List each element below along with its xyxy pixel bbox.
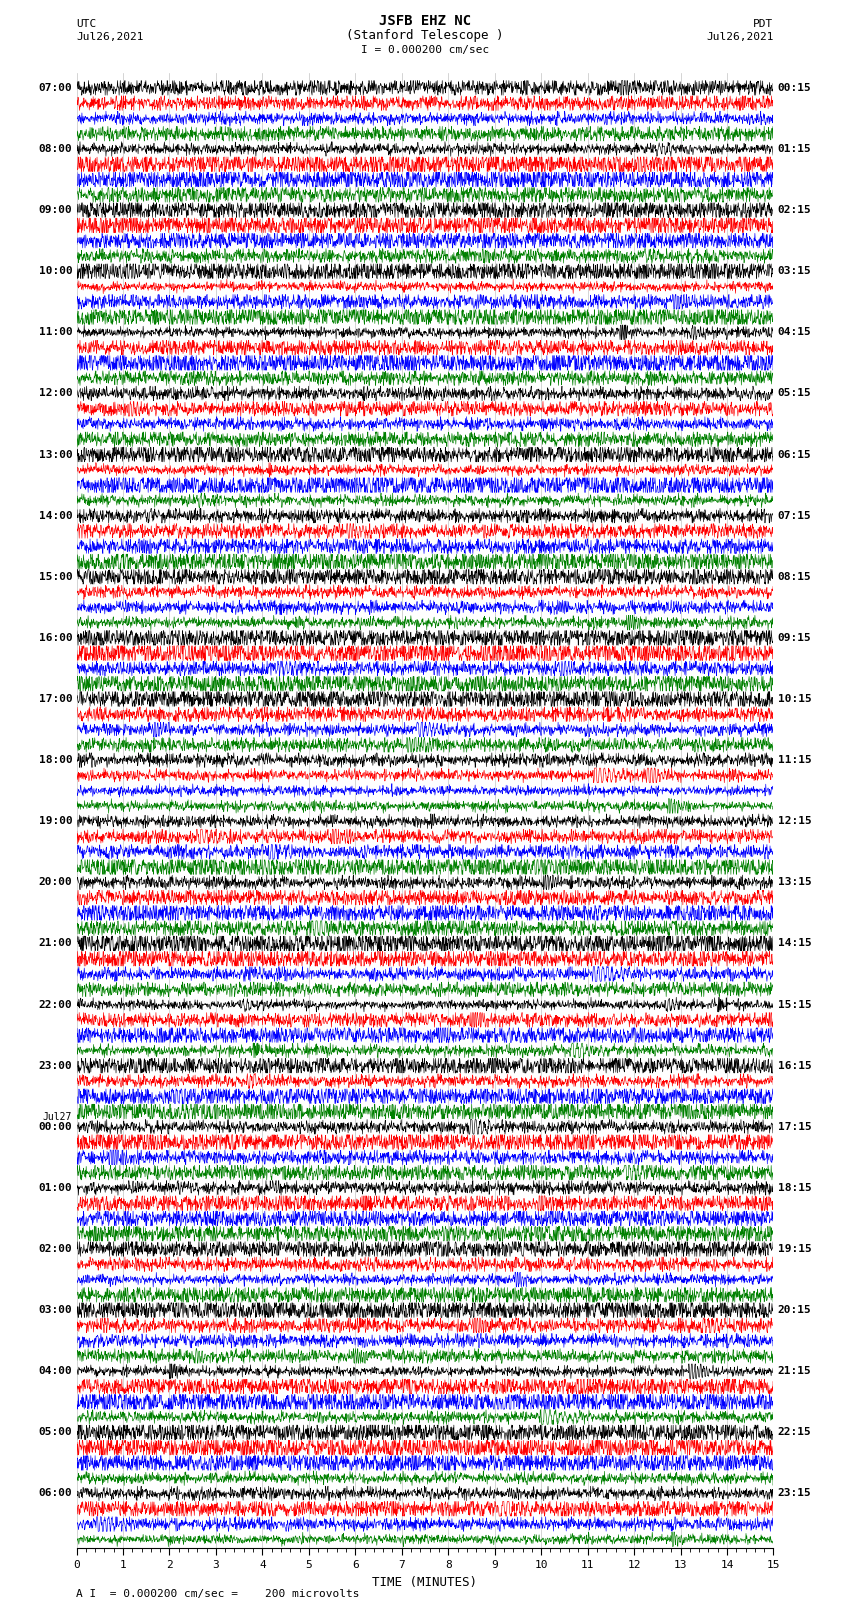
Text: 05:00: 05:00 — [38, 1428, 72, 1437]
Text: 17:15: 17:15 — [778, 1121, 812, 1132]
Text: 16:00: 16:00 — [38, 632, 72, 644]
Text: I = 0.000200 cm/sec: I = 0.000200 cm/sec — [361, 45, 489, 55]
Text: 01:00: 01:00 — [38, 1182, 72, 1194]
Text: 10:15: 10:15 — [778, 694, 812, 703]
Text: (Stanford Telescope ): (Stanford Telescope ) — [346, 29, 504, 42]
Text: 21:00: 21:00 — [38, 939, 72, 948]
Text: 08:00: 08:00 — [38, 144, 72, 153]
Text: 21:15: 21:15 — [778, 1366, 812, 1376]
Text: 22:15: 22:15 — [778, 1428, 812, 1437]
Text: JSFB EHZ NC: JSFB EHZ NC — [379, 15, 471, 27]
Text: UTC: UTC — [76, 19, 97, 29]
Text: 04:15: 04:15 — [778, 327, 812, 337]
Text: 18:00: 18:00 — [38, 755, 72, 765]
Text: 06:00: 06:00 — [38, 1489, 72, 1498]
Text: 10:00: 10:00 — [38, 266, 72, 276]
Text: 07:15: 07:15 — [778, 511, 812, 521]
Text: 17:00: 17:00 — [38, 694, 72, 703]
Text: 02:15: 02:15 — [778, 205, 812, 215]
X-axis label: TIME (MINUTES): TIME (MINUTES) — [372, 1576, 478, 1589]
Text: 23:00: 23:00 — [38, 1061, 72, 1071]
Text: Jul26,2021: Jul26,2021 — [706, 32, 774, 42]
Text: 22:00: 22:00 — [38, 1000, 72, 1010]
Text: 19:00: 19:00 — [38, 816, 72, 826]
Text: 11:15: 11:15 — [778, 755, 812, 765]
Text: 09:15: 09:15 — [778, 632, 812, 644]
Text: 06:15: 06:15 — [778, 450, 812, 460]
Text: 23:15: 23:15 — [778, 1489, 812, 1498]
Text: 05:15: 05:15 — [778, 389, 812, 398]
Text: PDT: PDT — [753, 19, 774, 29]
Text: 03:15: 03:15 — [778, 266, 812, 276]
Text: 19:15: 19:15 — [778, 1244, 812, 1253]
Text: 11:00: 11:00 — [38, 327, 72, 337]
Text: 12:15: 12:15 — [778, 816, 812, 826]
Text: 08:15: 08:15 — [778, 571, 812, 582]
Text: 20:15: 20:15 — [778, 1305, 812, 1315]
Text: 14:00: 14:00 — [38, 511, 72, 521]
Text: 18:15: 18:15 — [778, 1182, 812, 1194]
Text: 13:15: 13:15 — [778, 877, 812, 887]
Text: 07:00: 07:00 — [38, 82, 72, 94]
Text: A I  = 0.000200 cm/sec =    200 microvolts: A I = 0.000200 cm/sec = 200 microvolts — [76, 1589, 360, 1598]
Text: 04:00: 04:00 — [38, 1366, 72, 1376]
Text: 09:00: 09:00 — [38, 205, 72, 215]
Text: 20:00: 20:00 — [38, 877, 72, 887]
Text: Jul27: Jul27 — [42, 1111, 72, 1123]
Text: 03:00: 03:00 — [38, 1305, 72, 1315]
Text: Jul26,2021: Jul26,2021 — [76, 32, 144, 42]
Text: 02:00: 02:00 — [38, 1244, 72, 1253]
Text: 15:00: 15:00 — [38, 571, 72, 582]
Text: 15:15: 15:15 — [778, 1000, 812, 1010]
Text: 16:15: 16:15 — [778, 1061, 812, 1071]
Text: 00:15: 00:15 — [778, 82, 812, 94]
Text: 00:00: 00:00 — [38, 1121, 72, 1132]
Text: 01:15: 01:15 — [778, 144, 812, 153]
Text: 14:15: 14:15 — [778, 939, 812, 948]
Text: 13:00: 13:00 — [38, 450, 72, 460]
Text: 12:00: 12:00 — [38, 389, 72, 398]
